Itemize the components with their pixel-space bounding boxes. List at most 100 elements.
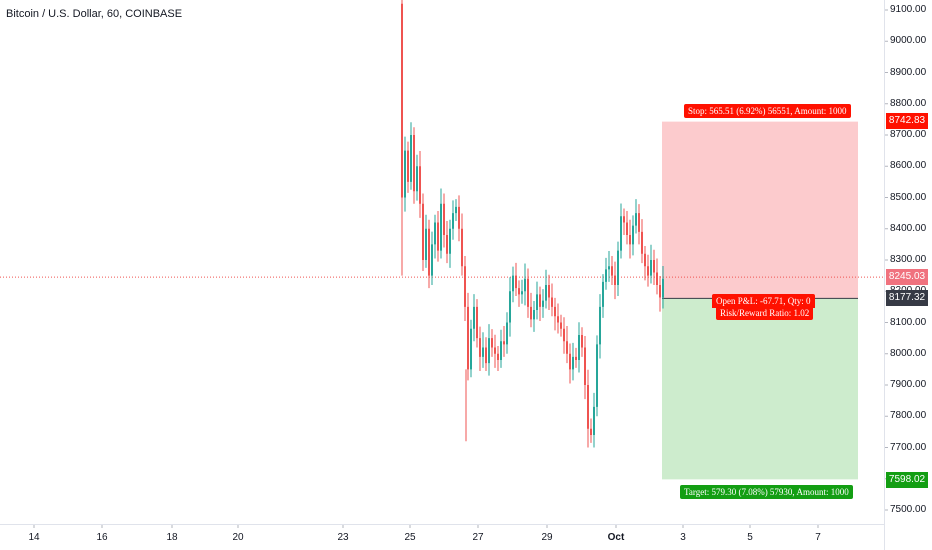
candle-body bbox=[641, 231, 643, 254]
candle-body bbox=[458, 206, 460, 229]
candle-body bbox=[536, 294, 538, 310]
candle-body bbox=[626, 222, 628, 235]
candle-body bbox=[617, 250, 619, 285]
candle-body bbox=[485, 347, 487, 364]
candle-body bbox=[449, 228, 451, 254]
time-tick-label: 20 bbox=[232, 532, 244, 543]
time-tick-label: 25 bbox=[404, 532, 416, 543]
candle-body bbox=[635, 213, 637, 226]
price-tick-label: 7900.00 bbox=[890, 379, 927, 390]
target-zone bbox=[662, 298, 858, 480]
time-tick-label: 23 bbox=[337, 532, 349, 543]
candle-body bbox=[440, 203, 442, 251]
time-tick-label: 7 bbox=[815, 532, 821, 543]
candle-body bbox=[530, 306, 532, 320]
candle-body bbox=[602, 281, 604, 307]
price-tick-label: 7700.00 bbox=[890, 441, 927, 453]
candle-body bbox=[506, 322, 508, 345]
candle-body bbox=[512, 275, 514, 292]
candle-body bbox=[410, 135, 412, 182]
candle-body bbox=[470, 328, 472, 370]
time-tick-label: 29 bbox=[541, 532, 553, 543]
candle-body bbox=[428, 228, 430, 276]
candle-body bbox=[473, 306, 475, 329]
candle-body bbox=[434, 222, 436, 245]
time-tick-label: 18 bbox=[166, 532, 178, 543]
candle-body bbox=[452, 213, 454, 229]
candle-body bbox=[491, 338, 493, 348]
candle-body bbox=[413, 135, 415, 192]
price-tick-label: 8800.00 bbox=[890, 97, 927, 109]
price-tick-label: 8000.00 bbox=[890, 347, 927, 359]
target-label[interactable]: Target: 579.30 (7.08%) 57930, Amount: 10… bbox=[680, 485, 853, 499]
candle-body bbox=[554, 306, 556, 317]
candle-body bbox=[515, 275, 517, 289]
stop-price-tag: 8742.83 bbox=[886, 113, 928, 129]
candle-body bbox=[533, 310, 535, 320]
candle-body bbox=[431, 244, 433, 276]
candle-body bbox=[425, 228, 427, 260]
candle-body bbox=[566, 341, 568, 354]
candle-body bbox=[521, 291, 523, 295]
candle-body bbox=[482, 347, 484, 357]
candle-body bbox=[596, 344, 598, 407]
price-tick-label: 8300.00 bbox=[890, 254, 927, 265]
target-price-tag: 7598.02 bbox=[886, 472, 928, 488]
candle-body bbox=[620, 216, 622, 251]
stop-label[interactable]: Stop: 565.51 (6.92%) 56551, Amount: 1000 bbox=[684, 104, 851, 118]
time-tick-label: 16 bbox=[96, 532, 108, 543]
time-tick-label: 14 bbox=[28, 532, 40, 543]
candle-body bbox=[509, 291, 511, 323]
candle-body bbox=[644, 253, 646, 267]
candle-body bbox=[437, 222, 439, 251]
candle-body bbox=[464, 266, 466, 307]
candle-body bbox=[500, 341, 502, 360]
candle-body bbox=[647, 266, 649, 276]
candle-body bbox=[467, 306, 469, 370]
symbol-title[interactable]: Bitcoin / U.S. Dollar, 60, COINBASE bbox=[6, 8, 183, 20]
candle-body bbox=[524, 278, 526, 292]
price-tick-label: 9100.00 bbox=[890, 4, 927, 15]
candle-body bbox=[563, 328, 565, 342]
time-tick-label: 3 bbox=[680, 532, 686, 543]
stop-zone bbox=[662, 121, 858, 299]
candle-body bbox=[572, 356, 574, 370]
price-tick-label: 7500.00 bbox=[890, 504, 927, 515]
pnl-label[interactable]: Open P&L: -67.71, Qty: 0 bbox=[712, 294, 815, 308]
price-tick-label: 8600.00 bbox=[890, 160, 927, 172]
candle-body bbox=[590, 428, 592, 435]
price-tick-label: 8900.00 bbox=[890, 66, 927, 78]
candle-body bbox=[494, 347, 496, 354]
candle-body bbox=[416, 166, 418, 192]
candle-body bbox=[503, 341, 505, 345]
candle-body bbox=[587, 385, 589, 429]
candle-body bbox=[638, 213, 640, 232]
candle-body bbox=[632, 225, 634, 245]
candle-body bbox=[404, 150, 406, 198]
time-tick-label: 27 bbox=[472, 532, 484, 543]
candle-body bbox=[479, 338, 481, 357]
candle-body bbox=[650, 260, 652, 276]
time-tick-label: Oct bbox=[607, 532, 625, 543]
candle-body bbox=[476, 306, 478, 339]
candle-body bbox=[497, 353, 499, 360]
candle-body bbox=[614, 275, 616, 285]
candle-body bbox=[443, 203, 445, 235]
price-tick-label: 8400.00 bbox=[890, 222, 927, 234]
candle-body bbox=[551, 297, 553, 307]
candle-body bbox=[581, 335, 583, 348]
candle-body bbox=[560, 322, 562, 329]
candle-body bbox=[653, 260, 655, 273]
candle-body bbox=[545, 285, 547, 301]
candle-body bbox=[656, 272, 658, 285]
entry-price-tag: 8177.32 bbox=[886, 290, 928, 306]
candle-body bbox=[608, 266, 610, 270]
candle-body bbox=[578, 335, 580, 360]
candle-body bbox=[527, 278, 529, 307]
candle-body bbox=[488, 338, 490, 364]
price-tick-label: 9000.00 bbox=[890, 35, 927, 47]
risk-reward-label[interactable]: Risk/Reward Ratio: 1.02 bbox=[716, 306, 814, 320]
candle-body bbox=[461, 228, 463, 267]
